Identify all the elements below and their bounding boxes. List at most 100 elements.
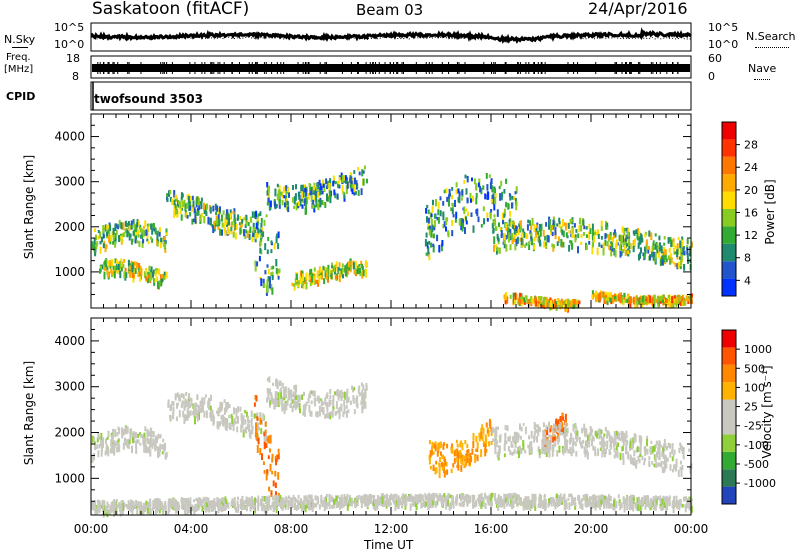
power-panel-cell [133, 223, 136, 229]
velocity-panel-cell [193, 507, 196, 516]
nsky-label: N.Sky [4, 33, 36, 46]
velocity-panel-cell [635, 461, 638, 469]
velocity-panel-cell [348, 499, 351, 504]
power-panel-cell [365, 270, 368, 278]
velocity-panel-cell [548, 421, 551, 429]
power-panel-cell [313, 205, 316, 209]
velocity-panel-cell [178, 410, 181, 418]
power-panel-cell [106, 266, 109, 270]
velocity-panel-cell [225, 418, 228, 424]
velocity-panel-cell [257, 437, 260, 445]
power-panel-cell [649, 295, 652, 303]
power-panel-cell [333, 189, 336, 196]
power-panel-cell [141, 231, 144, 239]
velocity-panel-cell [445, 502, 448, 510]
velocity-panel-cell [546, 440, 549, 448]
velocity-panel-cell [297, 400, 300, 407]
freq-panel-frame [90, 55, 692, 79]
velocity-panel-cell [401, 500, 404, 507]
velocity-panel-cell [145, 444, 148, 450]
velocity-panel-cell [633, 457, 636, 464]
velocity-panel-cell [581, 503, 584, 511]
power-panel-cell [645, 243, 648, 249]
velocity-panel-cell [508, 493, 511, 499]
velocity-panel-cell [653, 505, 656, 511]
power-panel-cell [573, 299, 576, 305]
velocity-panel-cell [583, 423, 586, 432]
power-panel-cell [466, 198, 469, 203]
velocity-panel-cell [372, 499, 375, 507]
power-panel-cell [633, 239, 636, 248]
velocity-panel-cell [143, 502, 146, 511]
velocity-panel-cell [534, 503, 537, 511]
power-panel-cell [115, 264, 118, 271]
velocity-panel-cell [495, 439, 498, 444]
velocity-panel-cell [362, 384, 365, 391]
velocity-panel-cell [632, 505, 634, 510]
power-panel-cell [657, 301, 660, 308]
power-panel-cell [598, 242, 601, 247]
velocity-panel-cell [568, 493, 571, 497]
power-panel-cell [613, 248, 616, 256]
velocity-panel-cell [265, 505, 268, 514]
velocity-panel-cell [142, 508, 145, 516]
power-panel-cell [500, 193, 503, 201]
power-panel-cell [209, 206, 212, 214]
power-panel-cell [230, 231, 233, 235]
power-panel-cell [451, 208, 454, 215]
velocity-panel-cell [157, 452, 160, 458]
velocity-panel-cell [184, 506, 186, 513]
power-panel-cell [477, 216, 480, 223]
power-panel-cell [323, 184, 326, 193]
velocity-panel-cell [324, 502, 327, 506]
power-panel-cell [120, 267, 123, 272]
power-panel-cell [152, 271, 154, 278]
velocity-panel-cell [240, 424, 243, 433]
velocity-panel-cell [494, 433, 497, 438]
velocity-panel-cell [158, 508, 161, 514]
velocity-panel-cell [110, 502, 113, 508]
velocity-panel-cell [104, 505, 107, 513]
power-panel-cell [512, 292, 515, 298]
power-panel-cell [154, 227, 157, 235]
power-panel-cell [669, 300, 672, 305]
velocity-panel-cell [180, 393, 183, 398]
velocity-panel-cell [297, 499, 299, 506]
power-panel-cell [461, 190, 464, 196]
velocity-panel-cell [552, 429, 555, 437]
velocity-panel-cell [657, 496, 660, 500]
power-panel-cell [299, 198, 302, 206]
velocity-panel-cell [197, 404, 200, 411]
power-panel-cell [114, 238, 117, 244]
velocity-panel-cell [273, 402, 276, 410]
velocity-panel-cell [154, 440, 157, 448]
power-panel-cell [629, 299, 632, 308]
velocity-panel-cell [256, 427, 259, 434]
velocity-panel-cell [456, 450, 459, 458]
power-panel-cell [513, 196, 516, 201]
power-panel-cell [430, 213, 433, 218]
power-panel-cell [309, 269, 312, 275]
power-panel-cell [99, 268, 101, 274]
power-panel-cell [221, 222, 224, 228]
power-panel-cell [492, 229, 495, 234]
velocity-panel-cell [626, 504, 629, 511]
velocity-panel-cell [516, 494, 519, 498]
velocity-panel-cell [525, 502, 528, 510]
power-panel-cell [298, 192, 301, 200]
power-panel-cell [521, 299, 524, 304]
velocity-panel-cell [614, 438, 617, 444]
velocity-panel-cell [267, 392, 270, 399]
velocity-panel-cell [462, 501, 465, 508]
velocity-panel-cell [330, 411, 332, 416]
velocity-panel-cell [594, 446, 597, 455]
velocity-panel-cell [129, 502, 132, 509]
velocity-panel-cell [547, 448, 550, 454]
velocity-panel-cell [277, 495, 280, 499]
velocity-panel-cell [313, 390, 316, 397]
power-panel-cell [193, 207, 196, 214]
velocity-panel-cell [490, 441, 493, 445]
velocity-panel-cell [510, 441, 513, 447]
power-panel-cell [498, 185, 501, 190]
velocity-panel-cell [622, 496, 625, 504]
